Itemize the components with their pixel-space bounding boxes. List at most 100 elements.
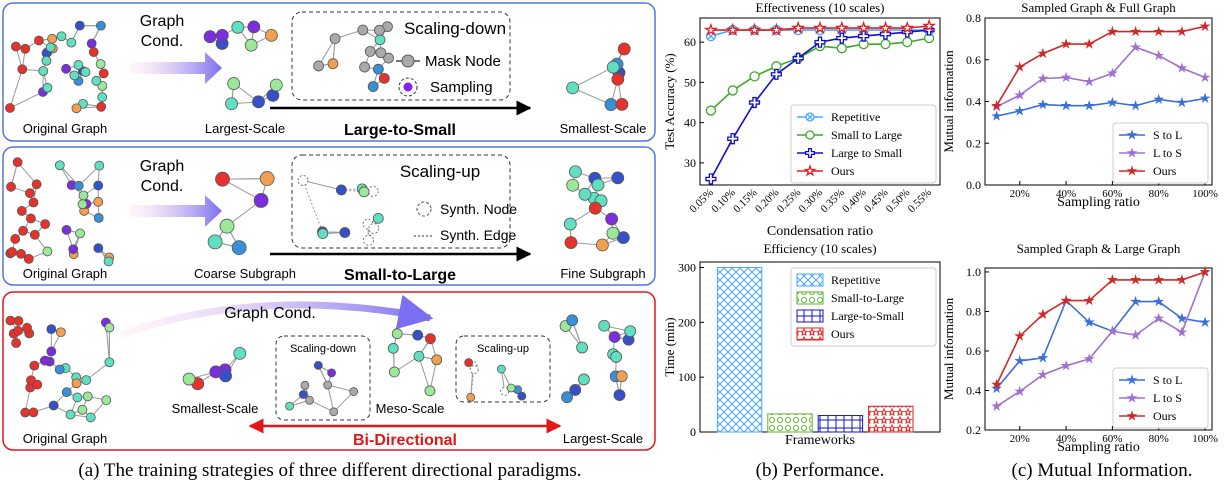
legend-label: Ours (1153, 409, 1177, 423)
graph-node (7, 182, 16, 191)
legend-label: Small to Large (831, 128, 902, 142)
graph-node (577, 342, 588, 353)
graph-node (609, 332, 620, 343)
x-tick-label: 100% (1192, 188, 1218, 200)
graph-edge (573, 67, 614, 88)
graph-node (336, 185, 346, 195)
graph-node (26, 214, 35, 223)
graph-node (56, 328, 65, 337)
graph-node (62, 225, 71, 234)
graph-node (92, 76, 101, 85)
graph-node (55, 365, 64, 374)
box-title: Scaling-down (290, 343, 356, 355)
x-tick-label: 40% (1056, 433, 1076, 445)
graph-node (78, 200, 87, 209)
direction: Bi-Directional (353, 432, 457, 449)
graph-node (62, 388, 71, 397)
graph-node (611, 351, 622, 362)
graph-node (34, 36, 43, 45)
graph-illustrations (6, 21, 636, 422)
cond-arrow (130, 52, 222, 84)
graph-node (24, 254, 33, 263)
graph-node (298, 175, 308, 185)
box-title: Scaling-up (477, 343, 529, 355)
graph-node (318, 229, 328, 239)
point (1040, 101, 1047, 108)
graph-node (183, 373, 195, 385)
point (1202, 268, 1209, 275)
x-axis-label: Frameworks (785, 433, 855, 448)
point (728, 86, 737, 95)
graph-node (12, 339, 21, 348)
x-tick-label: 80% (1149, 188, 1169, 200)
point (1155, 28, 1162, 35)
point (750, 72, 759, 81)
graph-node (78, 405, 87, 414)
legend-marker (806, 131, 814, 139)
label: Largest-Scale (205, 121, 285, 136)
graph-node (564, 218, 576, 230)
x-tick-label: 0.10% (709, 187, 738, 216)
graph-node (286, 402, 294, 410)
point (1040, 75, 1047, 82)
y-tick-label: 0.8 (966, 304, 981, 318)
x-tick-label: 0.15% (731, 187, 760, 216)
legend-swatch (797, 274, 823, 286)
graph-node (606, 213, 618, 225)
graph-node (368, 186, 378, 196)
point (728, 134, 738, 144)
graph-node (605, 99, 617, 111)
y-tick-label: 60 (684, 35, 696, 49)
graph-node (330, 408, 338, 416)
x-tick-label: 0.30% (797, 187, 826, 216)
panel-a: Original Graph Largest-Scale Scaling-dow… (3, 3, 655, 450)
graph-node (376, 48, 386, 58)
icon (404, 83, 413, 92)
point (1086, 102, 1093, 109)
point (1179, 28, 1186, 35)
graph-node (66, 410, 75, 419)
x-tick-label: 20% (1010, 188, 1030, 200)
cond-arrow (130, 195, 222, 227)
graph-node (46, 43, 55, 52)
graph-node (330, 34, 340, 44)
graph-node (94, 244, 103, 253)
graph-node (69, 245, 78, 254)
point (706, 106, 715, 115)
graph-node (220, 370, 232, 382)
graph-node (67, 38, 76, 47)
charts: Effectiveness (10 scales)30405060Test Ac… (662, 0, 1218, 455)
graph-node (314, 61, 324, 71)
graph-node (70, 71, 79, 80)
y-axis-label: Mutual information (941, 50, 956, 153)
point (837, 33, 847, 43)
graph-node (11, 42, 20, 51)
series-line (997, 26, 1206, 105)
point (1132, 298, 1139, 305)
graph-node (8, 248, 17, 257)
point (993, 381, 1000, 388)
graph-node (413, 330, 423, 340)
graph-node (42, 56, 51, 65)
graph-node (232, 21, 244, 33)
point (1179, 99, 1186, 106)
graph-node (618, 43, 630, 55)
point (837, 44, 846, 53)
graph-node (328, 369, 336, 377)
graph-node (17, 249, 26, 258)
graph-edge (10, 92, 43, 108)
graph-node (616, 371, 627, 382)
graph-node (82, 376, 91, 385)
y-tick-label: 0.8 (966, 11, 981, 25)
graph-node (270, 79, 282, 91)
chart-title: Efficiency (10 scales) (763, 241, 876, 256)
graph-node (62, 64, 71, 73)
series-line (997, 98, 1206, 116)
graph-edge (10, 69, 22, 108)
icon (402, 55, 414, 67)
graph-node (47, 325, 56, 334)
graph-node (94, 213, 103, 222)
label: Coarse Subgraph (194, 266, 296, 281)
graph-node (72, 379, 81, 388)
graph-node (14, 316, 23, 325)
